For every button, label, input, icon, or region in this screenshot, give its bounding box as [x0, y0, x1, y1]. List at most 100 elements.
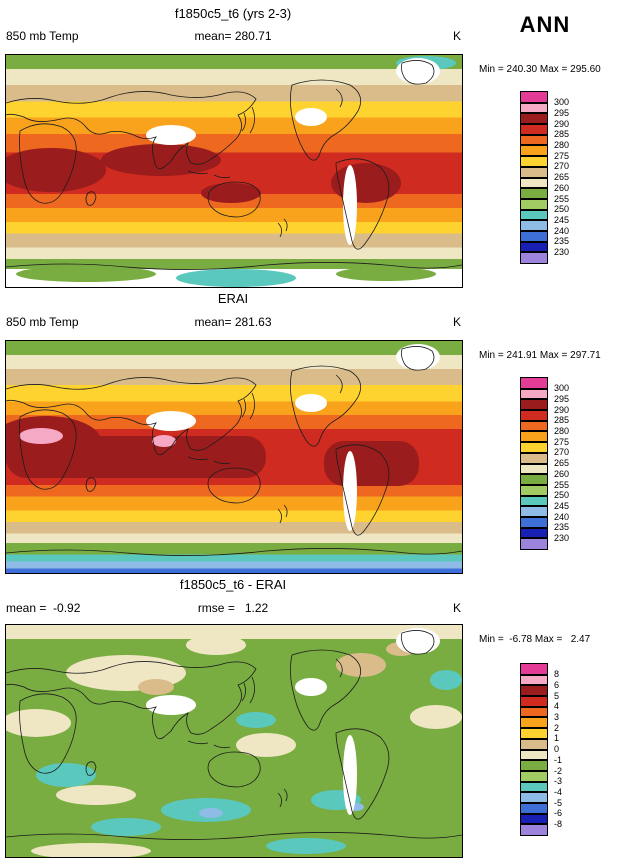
colorbar-label: 285 [554, 129, 570, 140]
colorbar-box [520, 219, 548, 232]
colorbar-box [520, 748, 548, 762]
colorbar-box [520, 663, 548, 676]
panel2-minmax: Min = 241.91 Max = 297.71 [479, 350, 601, 361]
colorbar-box [520, 240, 548, 254]
panel1-map [5, 54, 463, 288]
colorbar-box [520, 769, 548, 783]
colorbar-box [520, 727, 548, 740]
colorbar-box [520, 387, 548, 401]
colorbar-box [520, 780, 548, 794]
colorbar-label: -8 [554, 819, 563, 829]
panel1-minmax: Min = 240.30 Max = 295.60 [479, 64, 601, 75]
colorbar-box [520, 398, 548, 412]
panel3-colorbar: 8 6 5 4 3 2 1 0 -1 -2 -3 -4 -5 -6 -8 [520, 663, 591, 836]
panel2-map-plot [6, 341, 462, 573]
colorbar-label: 230 [554, 247, 570, 257]
colorbar-label: 2 [554, 722, 560, 733]
panel2-variable-label: 850 mb Temp [6, 315, 79, 329]
colorbar-box [520, 430, 548, 444]
colorbar-label: 240 [554, 511, 570, 522]
colorbar-label: 1 [554, 733, 560, 744]
panel1-units-label: K [452, 29, 461, 43]
colorbar-box [520, 409, 548, 422]
panel1-map-plot [6, 55, 462, 287]
colorbar-box [520, 494, 548, 508]
colorbar-label: 295 [554, 107, 570, 118]
colorbar-label: 300 [554, 97, 570, 108]
colorbar-label: 290 [554, 404, 570, 415]
colorbar-box [520, 537, 548, 550]
colorbar-box [520, 759, 548, 772]
colorbar-box [520, 483, 548, 497]
colorbar-label: 280 [554, 426, 570, 436]
colorbar-label: 6 [554, 679, 560, 690]
panel3-map [5, 624, 463, 858]
panel1-title: f1850c5_t6 (yrs 2-3) [174, 6, 292, 21]
colorbar-box [520, 251, 548, 264]
colorbar-label: 270 [554, 447, 570, 458]
panel1-colorbar: 300 295 290 285 280 275 270 265 260 255 250 245 240 2… [520, 91, 591, 264]
colorbar-box [520, 112, 548, 126]
panel1-mean-label: mean= 280.71 [194, 29, 272, 43]
colorbar-box [520, 208, 548, 222]
colorbar-label: -3 [554, 776, 563, 787]
colorbar-label: 240 [554, 225, 570, 236]
colorbar-label: 3 [554, 712, 560, 722]
colorbar-box [520, 673, 548, 687]
colorbar-label: 0 [554, 744, 560, 755]
colorbar-label: 235 [554, 236, 570, 247]
panel3-rmse-label: rmse = 1.22 [197, 601, 269, 615]
colorbar-label: 4 [554, 701, 560, 712]
colorbar-label: -6 [554, 808, 563, 819]
season-label: ANN [519, 12, 571, 37]
colorbar-box [520, 91, 548, 104]
panel1-variable-label: 850 mb Temp [6, 29, 79, 43]
colorbar-box [520, 451, 548, 465]
panel3-title: f1850c5_t6 - ERAI [179, 577, 287, 592]
colorbar-box [520, 791, 548, 804]
panel3-mean-label: mean = -0.92 [6, 601, 81, 615]
panel2-colorbar: 300 295 290 285 280 275 270 265 260 255 250 245 240 2… [520, 377, 591, 550]
colorbar-label: 265 [554, 172, 570, 183]
colorbar-box [520, 823, 548, 836]
colorbar-label: 245 [554, 214, 570, 225]
colorbar-box [520, 176, 548, 190]
colorbar-label: 280 [554, 140, 570, 150]
panel2-mean-label: mean= 281.63 [194, 315, 272, 329]
colorbar-box [520, 441, 548, 454]
colorbar-label: 265 [554, 458, 570, 469]
colorbar-label: 270 [554, 161, 570, 172]
colorbar-label: 290 [554, 118, 570, 129]
colorbar-box [520, 101, 548, 115]
colorbar-box [520, 705, 548, 719]
colorbar-box [520, 419, 548, 433]
colorbar-box [520, 144, 548, 158]
colorbar-box [520, 165, 548, 179]
colorbar-label: -2 [554, 765, 563, 776]
colorbar-label: 255 [554, 479, 570, 490]
colorbar-box [520, 187, 548, 200]
colorbar-box [520, 197, 548, 211]
colorbar-box [520, 473, 548, 486]
colorbar-box [520, 462, 548, 476]
colorbar-label: 255 [554, 193, 570, 204]
colorbar-label: -4 [554, 786, 563, 797]
colorbar-box [520, 133, 548, 147]
panel3-minmax: Min = -6.78 Max = 2.47 [479, 634, 591, 645]
colorbar-label: 285 [554, 415, 570, 426]
colorbar-label: 245 [554, 500, 570, 511]
colorbar-box [520, 229, 548, 243]
colorbar-box [520, 123, 548, 136]
colorbar-box [520, 737, 548, 751]
colorbar-label: 300 [554, 383, 570, 394]
colorbar-label: 250 [554, 490, 570, 501]
colorbar-label: 275 [554, 150, 570, 161]
colorbar-label: 275 [554, 436, 570, 447]
colorbar-label: 8 [554, 669, 560, 680]
colorbar-box [520, 812, 548, 826]
colorbar-box [520, 801, 548, 815]
colorbar-box [520, 505, 548, 518]
colorbar-label: 230 [554, 533, 570, 543]
colorbar-label: 235 [554, 522, 570, 533]
